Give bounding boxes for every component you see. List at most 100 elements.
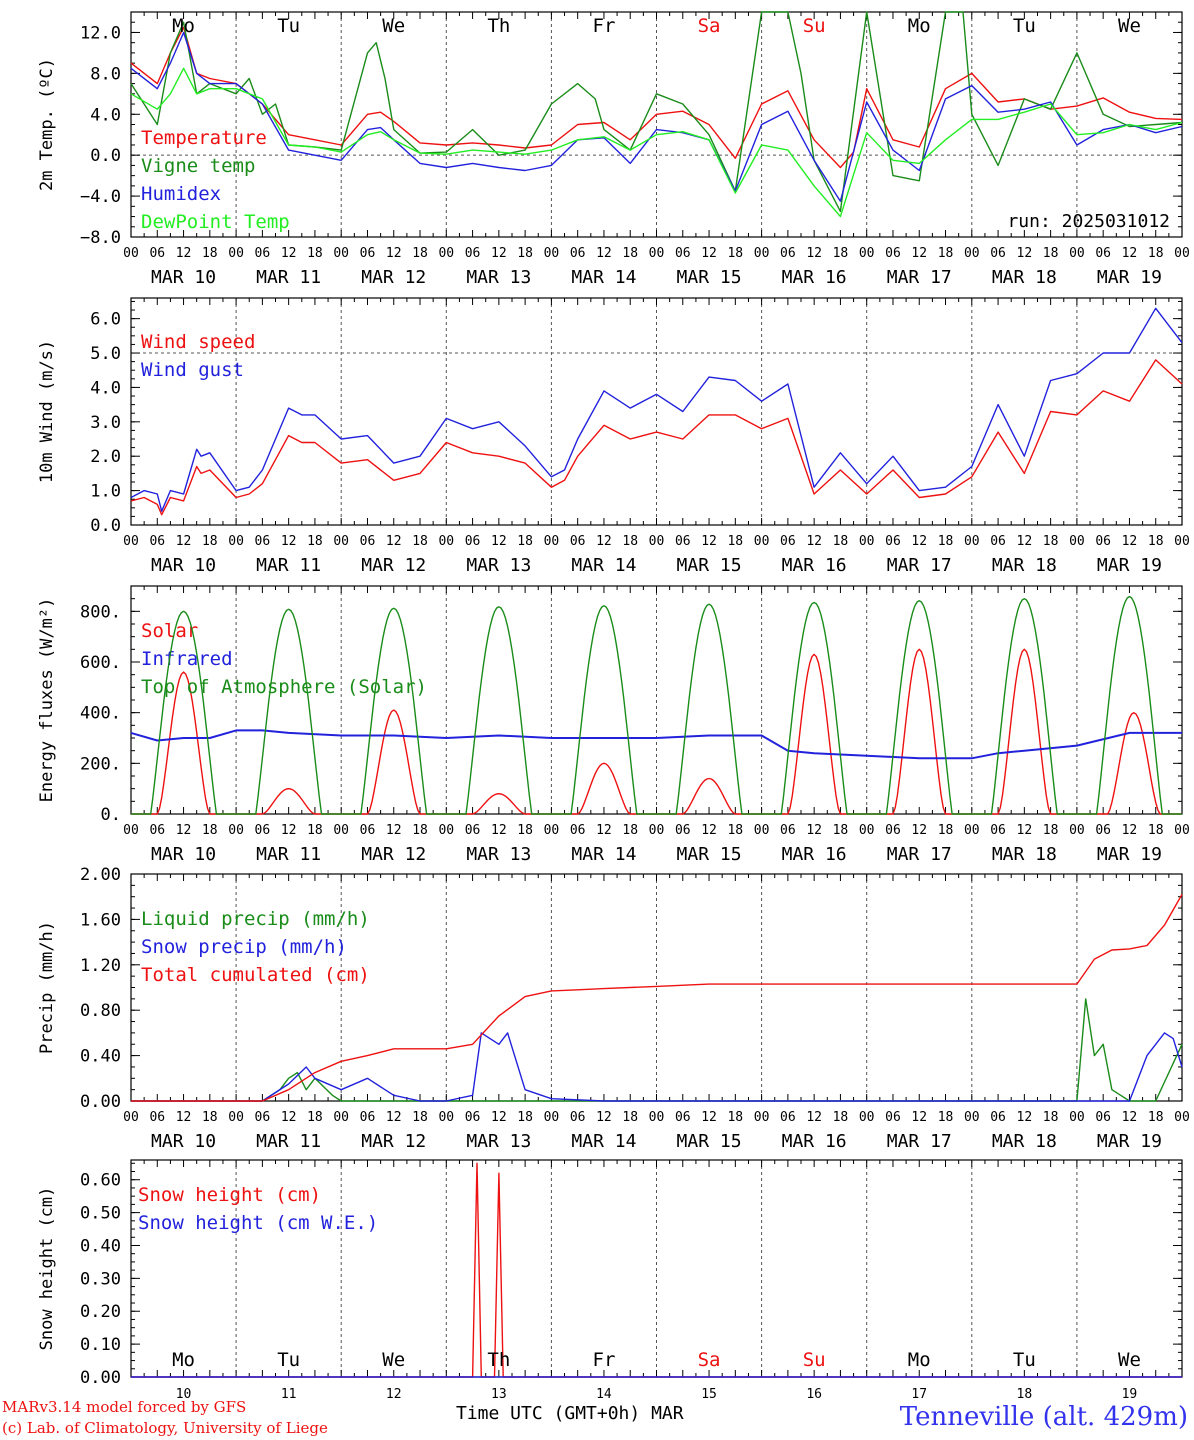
- y-tick-label: 0.: [101, 805, 121, 825]
- hour-tick-label: 12: [911, 534, 927, 549]
- day-footer: Mo: [908, 1349, 931, 1371]
- hour-tick-label: 12: [596, 823, 612, 838]
- y-tick-label: 0.50: [80, 1204, 121, 1224]
- date-label: MAR 17: [887, 1131, 952, 1152]
- hour-tick-label: 00: [859, 823, 875, 838]
- hour-tick-label: 06: [675, 534, 691, 549]
- hour-tick-label: 00: [649, 534, 665, 549]
- y-tick-label: 0.00: [80, 1092, 121, 1112]
- hour-tick-label: 00: [544, 246, 560, 261]
- legend-entry: Temperature: [141, 127, 267, 149]
- hour-tick-label: 06: [1095, 823, 1111, 838]
- y-tick-label: 3.0: [90, 413, 121, 433]
- y-tick-label: 2.0: [90, 447, 121, 467]
- date-label: MAR 15: [677, 555, 742, 576]
- date-label: MAR 15: [677, 267, 742, 288]
- hour-tick-label: 18: [833, 534, 849, 549]
- hour-tick-label: 18: [938, 1110, 954, 1125]
- hour-tick-label: 06: [780, 823, 796, 838]
- hour-tick-label: 00: [964, 823, 980, 838]
- hour-tick-label: 06: [570, 534, 586, 549]
- hour-tick-label: 00: [649, 1110, 665, 1125]
- hour-tick-label: 18: [517, 1110, 533, 1125]
- hour-tick-label: 06: [570, 1110, 586, 1125]
- hour-tick-label: 18: [1043, 823, 1059, 838]
- day-number: 16: [806, 1387, 822, 1402]
- hour-tick-label: 00: [859, 1110, 875, 1125]
- hour-tick-label: 00: [1174, 534, 1190, 549]
- hour-tick-label: 00: [1174, 246, 1190, 261]
- hour-tick-label: 06: [360, 534, 376, 549]
- hour-tick-label: 00: [1069, 823, 1085, 838]
- date-label: MAR 15: [677, 844, 742, 865]
- hour-tick-label: 12: [806, 1110, 822, 1125]
- hour-tick-label: 12: [176, 823, 192, 838]
- day-header: Tu: [277, 15, 300, 37]
- hour-tick-label: 12: [701, 534, 717, 549]
- hour-tick-label: 12: [596, 1110, 612, 1125]
- legend-entry: Wind speed: [141, 331, 255, 353]
- hour-tick-label: 06: [465, 534, 481, 549]
- hour-tick-label: 12: [701, 823, 717, 838]
- date-label: MAR 18: [992, 267, 1057, 288]
- day-header: Mo: [172, 15, 195, 37]
- plot-frame: [130, 11, 1183, 238]
- hour-tick-label: 18: [1043, 534, 1059, 549]
- y-tick-label: 0.40: [80, 1047, 121, 1067]
- y-axis-label: Snow height (cm): [37, 1187, 57, 1351]
- y-tick-label: 800.: [80, 602, 121, 622]
- hour-tick-label: 06: [360, 1110, 376, 1125]
- hour-tick-label: 06: [149, 534, 165, 549]
- hour-tick-label: 06: [990, 246, 1006, 261]
- y-tick-label: −4.0: [80, 187, 121, 207]
- hour-tick-label: 00: [123, 534, 139, 549]
- hour-tick-label: 12: [701, 1110, 717, 1125]
- legend-entry: DewPoint Temp: [141, 211, 290, 233]
- hour-tick-label: 18: [517, 246, 533, 261]
- y-tick-label: 1.0: [90, 482, 121, 502]
- day-footer: Tu: [277, 1349, 300, 1371]
- hour-tick-label: 06: [675, 246, 691, 261]
- date-label: MAR 17: [887, 555, 952, 576]
- model-credit: MARv3.14 model forced by GFS: [2, 1398, 247, 1416]
- day-header: Sa: [698, 15, 721, 37]
- hour-tick-label: 18: [833, 823, 849, 838]
- hour-tick-label: 12: [911, 246, 927, 261]
- date-label: MAR 14: [571, 267, 636, 288]
- hour-tick-label: 06: [149, 823, 165, 838]
- hour-tick-label: 06: [149, 1110, 165, 1125]
- x-axis-month: MAR: [651, 1403, 684, 1424]
- hour-tick-label: 18: [622, 823, 638, 838]
- hour-tick-label: 12: [176, 534, 192, 549]
- hour-tick-label: 00: [754, 823, 770, 838]
- day-number: 18: [1017, 1387, 1033, 1402]
- hour-tick-label: 00: [964, 246, 980, 261]
- hour-tick-label: 00: [333, 1110, 349, 1125]
- day-footer: Fr: [593, 1349, 616, 1371]
- hour-tick-label: 12: [1122, 246, 1138, 261]
- hour-tick-label: 12: [386, 823, 402, 838]
- hour-tick-label: 18: [412, 823, 428, 838]
- hour-tick-label: 06: [780, 246, 796, 261]
- hour-tick-label: 06: [255, 1110, 271, 1125]
- date-label: MAR 14: [571, 555, 636, 576]
- hour-tick-label: 12: [806, 823, 822, 838]
- date-label: MAR 13: [466, 555, 531, 576]
- hour-tick-label: 12: [281, 1110, 297, 1125]
- hour-tick-label: 18: [517, 534, 533, 549]
- hour-tick-label: 18: [307, 823, 323, 838]
- y-tick-label: 600.: [80, 653, 121, 673]
- series-line: [130, 67, 1183, 218]
- hour-tick-label: 06: [149, 246, 165, 261]
- y-tick-label: 5.0: [90, 344, 121, 364]
- series-line: [131, 894, 1183, 1102]
- day-footer: Su: [803, 1349, 826, 1371]
- hour-tick-label: 00: [228, 823, 244, 838]
- hour-tick-label: 18: [727, 534, 743, 549]
- date-label: MAR 13: [466, 844, 531, 865]
- legend-entry: Snow precip (mm/h): [141, 936, 347, 958]
- day-number: 14: [596, 1387, 612, 1402]
- hour-tick-label: 06: [990, 534, 1006, 549]
- legend-entry: Vigne temp: [141, 155, 255, 177]
- day-footer: Sa: [698, 1349, 721, 1371]
